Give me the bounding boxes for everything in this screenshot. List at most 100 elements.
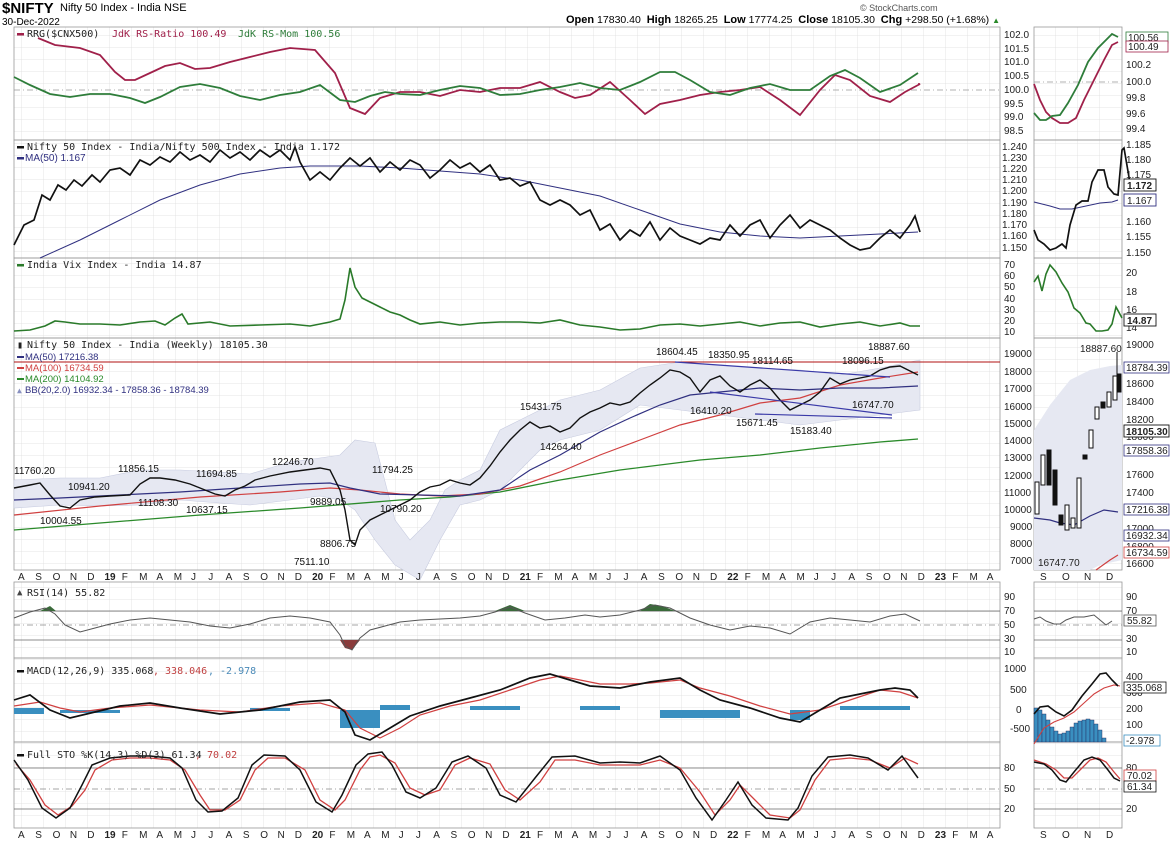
x-tick-label: F xyxy=(329,572,335,583)
x-tick-label: S xyxy=(243,572,250,583)
brand-watermark: © StockCharts.com xyxy=(860,3,938,13)
svg-text:18105.30: 18105.30 xyxy=(1126,427,1168,438)
x-tick-label: N xyxy=(485,830,492,841)
rsi-legend: ▲ RSI(14) 55.82 xyxy=(17,588,105,599)
sto-y-axis: 80 50 20 xyxy=(1004,763,1016,815)
svg-text:16: 16 xyxy=(1126,305,1138,316)
x-tick-label: M xyxy=(970,830,978,841)
x-tick-label: O xyxy=(1062,830,1070,841)
symbol-name: Nifty 50 Index - India NSE xyxy=(60,2,187,14)
x-tick-label: J xyxy=(624,572,629,583)
x-tick-label: D xyxy=(1106,572,1113,583)
x-tick-label: O xyxy=(53,830,61,841)
x-tick-label: A xyxy=(433,830,440,841)
svg-text:100.0: 100.0 xyxy=(1004,85,1029,96)
rsi-line xyxy=(13,604,921,651)
x-tick-label: N xyxy=(278,830,285,841)
svg-text:18887.60: 18887.60 xyxy=(1080,344,1122,355)
svg-text:30: 30 xyxy=(1004,634,1016,645)
x-tick-label: N xyxy=(1084,572,1091,583)
svg-text:15431.75: 15431.75 xyxy=(520,402,562,413)
x-tick-label: J xyxy=(208,572,213,583)
svg-text:1.175: 1.175 xyxy=(1126,170,1151,181)
svg-text:18887.60: 18887.60 xyxy=(868,342,910,353)
x-tick-label: S xyxy=(35,830,42,841)
x-tick-label: 20 xyxy=(312,572,324,583)
x-tick-label: A xyxy=(848,572,855,583)
x-tick-label: M xyxy=(381,830,389,841)
svg-text:11856.15: 11856.15 xyxy=(118,464,159,475)
svg-text:1.170: 1.170 xyxy=(1002,220,1027,231)
x-tick-label: F xyxy=(537,830,543,841)
svg-text:8000: 8000 xyxy=(1010,539,1033,550)
svg-text:50: 50 xyxy=(1004,282,1016,293)
svg-text:1.190: 1.190 xyxy=(1002,198,1027,209)
x-tick-label: S xyxy=(451,830,458,841)
svg-text:20: 20 xyxy=(1126,268,1138,279)
x-tick-label: O xyxy=(468,830,476,841)
svg-text:18604.45: 18604.45 xyxy=(656,347,698,358)
svg-text:100.2: 100.2 xyxy=(1126,60,1151,71)
x-tick-label: N xyxy=(1084,830,1091,841)
x-tick-label: A xyxy=(987,830,994,841)
x-tick-label: A xyxy=(18,572,25,583)
svg-text:1.240: 1.240 xyxy=(1002,142,1027,153)
svg-text:1.150: 1.150 xyxy=(1126,248,1151,259)
x-tick-label: M xyxy=(347,830,355,841)
svg-text:101.0: 101.0 xyxy=(1004,57,1029,68)
svg-text:16932.34: 16932.34 xyxy=(1126,531,1168,542)
x-tick-label: D xyxy=(87,830,94,841)
x-tick-label: A xyxy=(433,572,440,583)
rs-ratio-line xyxy=(37,37,921,117)
x-tick-label: S xyxy=(35,572,42,583)
svg-text:18200: 18200 xyxy=(1126,415,1154,426)
svg-text:7000: 7000 xyxy=(1010,556,1033,567)
x-tick-label: J xyxy=(416,830,421,841)
svg-text:1.185: 1.185 xyxy=(1126,140,1151,151)
svg-text:1.167: 1.167 xyxy=(1127,196,1152,207)
svg-text:20: 20 xyxy=(1004,316,1016,327)
svg-text:8806.75: 8806.75 xyxy=(320,539,357,550)
svg-text:MA(100) 16734.59: MA(100) 16734.59 xyxy=(25,363,104,374)
x-tick-label: M xyxy=(174,572,182,583)
x-tick-label: J xyxy=(606,572,611,583)
x-tick-label: D xyxy=(87,572,94,583)
svg-text:18000: 18000 xyxy=(1126,432,1154,443)
svg-text:12246.70: 12246.70 xyxy=(272,457,314,468)
x-tick-label: O xyxy=(675,830,683,841)
svg-text:India Vix Index - India 14.87: India Vix Index - India 14.87 xyxy=(27,260,202,271)
x-tick-label: O xyxy=(883,830,891,841)
svg-text:JdK RS-Ratio 100.49: JdK RS-Ratio 100.49 xyxy=(112,29,226,40)
svg-text:17858.36: 17858.36 xyxy=(1126,446,1168,457)
x-tick-label: A xyxy=(641,830,648,841)
svg-text:70: 70 xyxy=(1126,606,1138,617)
svg-text:12000: 12000 xyxy=(1004,471,1032,482)
vix-legend: India Vix Index - India 14.87 xyxy=(17,260,202,271)
svg-text:200: 200 xyxy=(1126,704,1143,715)
svg-text:1.180: 1.180 xyxy=(1126,155,1151,166)
svg-text:16747.70: 16747.70 xyxy=(1038,558,1080,569)
x-tick-label: J xyxy=(814,572,819,583)
svg-text:20: 20 xyxy=(1004,804,1016,815)
svg-text:99.0: 99.0 xyxy=(1004,112,1024,123)
svg-text:30: 30 xyxy=(1126,634,1138,645)
x-tick-label: J xyxy=(208,830,213,841)
svg-text:, -2.978: , -2.978 xyxy=(208,666,256,677)
svg-text:30: 30 xyxy=(1004,305,1016,316)
x-tick-label: A xyxy=(156,830,163,841)
x-tick-label: D xyxy=(1106,830,1113,841)
price-y-axis: 19000 18000 17000 16000 15000 14000 1300… xyxy=(1004,349,1033,567)
svg-text:7511.10: 7511.10 xyxy=(294,557,330,568)
x-tick-label: 22 xyxy=(727,572,739,583)
main-panels xyxy=(13,26,1001,829)
x-tick-label: O xyxy=(1062,572,1070,583)
rsi-oversold-fill xyxy=(340,640,360,650)
svg-text:17000: 17000 xyxy=(1004,384,1032,395)
svg-text:▲: ▲ xyxy=(17,386,22,395)
svg-text:BB(20,2.0) 16932.34 - 17858.36: BB(20,2.0) 16932.34 - 17858.36 - 18784.3… xyxy=(25,385,209,396)
x-tick-label: A xyxy=(226,572,233,583)
rrg-y-axis: 102.0 101.5 101.0 100.5 100.0 99.5 99.0 … xyxy=(1004,30,1029,137)
svg-text:14: 14 xyxy=(1126,323,1138,334)
chart-date: 30-Dec-2022 xyxy=(2,17,60,28)
